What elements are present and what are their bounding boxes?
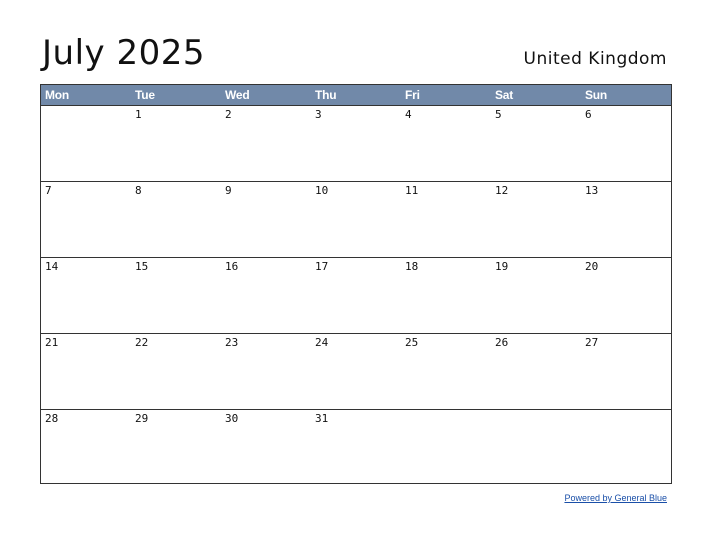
day-cell: 29: [135, 412, 149, 425]
day-cell: 21: [45, 336, 59, 349]
day-cell: 2: [225, 108, 232, 121]
day-cell: 6: [585, 108, 592, 121]
weekday-label: Thu: [315, 88, 337, 102]
day-cell: 13: [585, 184, 599, 197]
day-cell: 30: [225, 412, 239, 425]
weekday-label: Wed: [225, 88, 250, 102]
day-cell: 18: [405, 260, 419, 273]
day-cell: 4: [405, 108, 412, 121]
day-cell: 31: [315, 412, 329, 425]
day-cell: 28: [45, 412, 59, 425]
day-cell: [491, 410, 581, 485]
weekday-label: Sun: [585, 88, 608, 102]
day-cell: 5: [495, 108, 502, 121]
page-title: July 2025: [42, 33, 205, 73]
day-cell: 22: [135, 336, 149, 349]
day-cell: 19: [495, 260, 509, 273]
day-cell: 8: [135, 184, 142, 197]
day-cell: 12: [495, 184, 509, 197]
day-cell: 10: [315, 184, 329, 197]
day-cell: [581, 410, 671, 485]
day-cell: 23: [225, 336, 239, 349]
week-row: 21 22 23 24 25 26 27: [41, 334, 671, 410]
day-cell: 24: [315, 336, 329, 349]
day-cell: 9: [225, 184, 232, 197]
day-cell: 26: [495, 336, 509, 349]
day-cell: 15: [135, 260, 149, 273]
day-cell: 1: [135, 108, 142, 121]
week-row: 1 2 3 4 5 6: [41, 106, 671, 182]
day-cell: 11: [405, 184, 419, 197]
weekday-label: Mon: [45, 88, 70, 102]
week-row: 28 29 30 31: [41, 410, 671, 485]
weekday-label: Fri: [405, 88, 420, 102]
weekday-label: Tue: [135, 88, 155, 102]
week-row: 7 8 9 10 11 12 13: [41, 182, 671, 258]
day-cell: [41, 106, 131, 181]
weekday-label: Sat: [495, 88, 514, 102]
day-cell: 20: [585, 260, 599, 273]
day-cell: 16: [225, 260, 239, 273]
day-cell: 7: [45, 184, 52, 197]
day-cell: 3: [315, 108, 322, 121]
day-cell: 27: [585, 336, 599, 349]
calendar-grid: Mon Tue Wed Thu Fri Sat Sun 1 2 3 4 5 6 …: [40, 84, 672, 484]
day-cell: [401, 410, 491, 485]
day-cell: 14: [45, 260, 59, 273]
country-label: United Kingdom: [523, 49, 667, 69]
day-cell: 25: [405, 336, 419, 349]
powered-by-link[interactable]: Powered by General Blue: [564, 493, 667, 503]
weekday-header: Mon Tue Wed Thu Fri Sat Sun: [41, 85, 671, 106]
day-cell: 17: [315, 260, 329, 273]
week-row: 14 15 16 17 18 19 20: [41, 258, 671, 334]
